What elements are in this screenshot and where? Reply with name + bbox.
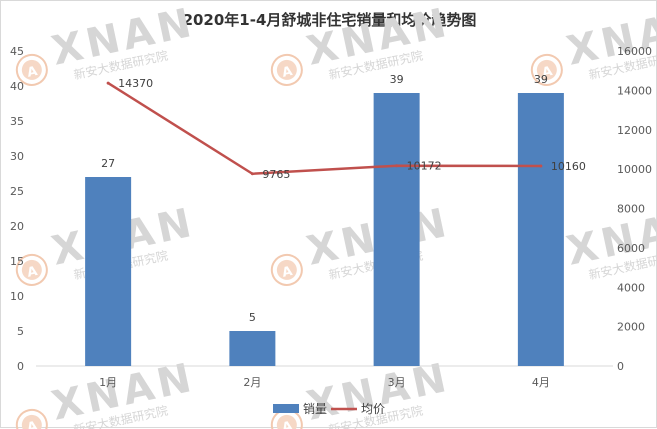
y-left-tick-label: 5	[17, 325, 24, 338]
axes: 0 5 10 15 20 25 30 35 40 45 0 2000 4000 6000 8000 10000…	[10, 45, 652, 389]
watermark-logo-ring	[530, 53, 563, 86]
y-right-tick-label: 2000	[617, 321, 645, 334]
line-point	[250, 172, 254, 176]
y-left-tick-label: 0	[17, 360, 24, 373]
watermark-logo-ring	[270, 253, 303, 286]
watermark-logo-icon	[21, 59, 42, 80]
y-right-tick-label: 0	[617, 360, 624, 373]
data-labels: 27 5 39 39 14370 9765 10172 10160	[101, 73, 586, 324]
bar-data-label: 39	[390, 73, 404, 86]
y-right-tick-label: 6000	[617, 242, 645, 255]
watermark-logo-letter: A	[281, 264, 294, 281]
bar	[373, 93, 420, 366]
x-tick-label: 2月	[243, 376, 261, 389]
legend-label-line: 均价	[361, 402, 385, 416]
watermark-logo-letter: A	[281, 419, 294, 429]
legend: 销量 均价	[273, 402, 385, 416]
y-left-tick-label: 20	[10, 220, 24, 233]
watermark-logo-letter: A	[26, 64, 39, 81]
line-data-label: 10172	[407, 160, 442, 173]
y-right-tick-label: 10000	[617, 163, 652, 176]
line-series-path	[107, 82, 541, 176]
watermark-logo-icon	[21, 259, 42, 280]
watermark-logo-icon	[536, 59, 557, 80]
x-tick-label: 4月	[532, 376, 550, 389]
y-right-tick-label: 8000	[617, 203, 645, 216]
legend-swatch-bar	[273, 404, 299, 413]
line-point	[395, 164, 399, 168]
y-right-tick-label: 4000	[617, 281, 645, 294]
y-left-tick-label: 45	[10, 45, 24, 58]
watermark-logo-ring	[270, 53, 303, 86]
watermark-logo-letter: A	[541, 64, 554, 81]
y-left-tick-label: 40	[10, 80, 24, 93]
y-right-tick-label: 14000	[617, 84, 652, 97]
line-series	[106, 81, 543, 176]
watermark-logo-icon	[276, 59, 297, 80]
x-tick-label: 3月	[388, 376, 406, 389]
bar	[229, 331, 276, 366]
watermark-logo-icon	[276, 259, 297, 280]
watermark-logo-letter: A	[26, 419, 39, 429]
line-point	[539, 164, 543, 168]
bar-data-label: 27	[101, 157, 115, 170]
y-right-tick-label: 12000	[617, 124, 652, 137]
bar-data-label: 5	[249, 311, 256, 324]
watermark-logo-icon	[21, 414, 42, 429]
x-tick-label: 1月	[99, 376, 117, 389]
line-data-label: 10160	[551, 160, 586, 173]
y-left-tick-label: 30	[10, 150, 24, 163]
bar	[85, 177, 132, 366]
bar-series	[85, 93, 564, 366]
bar	[517, 93, 564, 366]
line-data-label: 9765	[262, 168, 290, 181]
watermark-logo-ring	[15, 53, 48, 86]
watermark-logo-letter: A	[26, 264, 39, 281]
watermark-logo-letter: A	[281, 64, 294, 81]
y-left-tick-label: 10	[10, 290, 24, 303]
line-data-label: 14370	[118, 77, 153, 90]
legend-label-bar: 销量	[303, 402, 327, 416]
y-right-tick-label: 16000	[617, 45, 652, 58]
watermark-logo-ring	[15, 253, 48, 286]
y-left-tick-label: 15	[10, 255, 24, 268]
watermark-logo-icon	[276, 414, 297, 429]
y-left-tick-label: 35	[10, 115, 24, 128]
chart-title: 2020年1-4月舒城非住宅销量和均价趋势图	[182, 11, 477, 29]
bar-data-label: 39	[534, 73, 548, 86]
line-point	[106, 81, 110, 85]
y-left-tick-label: 25	[10, 185, 24, 198]
